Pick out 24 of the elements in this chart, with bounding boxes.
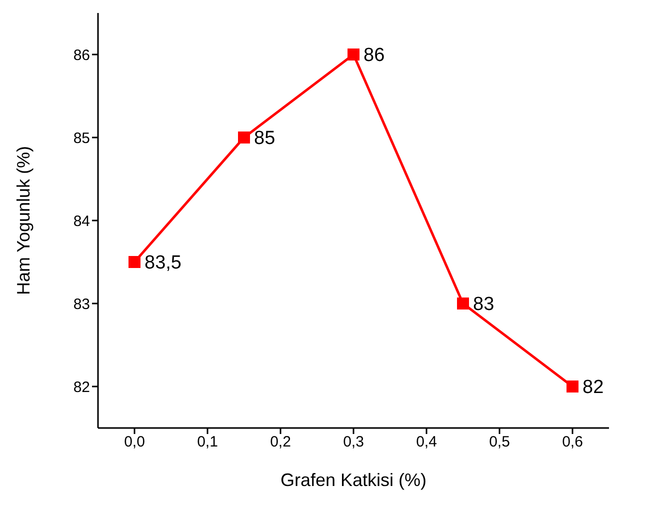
x-tick-label: 0,3 (343, 434, 364, 451)
point (128, 256, 140, 268)
y-tick-label: 82 (73, 378, 90, 396)
y-axis-title: Ham Yogunluk (%) (13, 146, 34, 296)
y-tick-label: 86 (73, 46, 90, 64)
data-label: 83 (473, 294, 494, 316)
data-label: 85 (254, 128, 276, 150)
data-label: 83,5 (144, 252, 182, 274)
y-tick-label: 83 (73, 296, 90, 313)
point (566, 380, 578, 392)
data-label: 82 (582, 377, 604, 398)
x-tick-label: 0,5 (489, 434, 510, 451)
data-label: 86 (364, 45, 385, 66)
point (348, 48, 360, 60)
point (238, 132, 250, 144)
y-tick-label: 84 (73, 212, 90, 230)
x-tick-label: 0,1 (197, 434, 218, 451)
x-axis-title: Grafen Katkisi (%) (280, 470, 427, 490)
point (457, 298, 469, 310)
y-tick-label: 85 (73, 130, 90, 147)
x-tick-label: 0,2 (270, 434, 291, 451)
x-tick-label: 0,0 (124, 434, 145, 451)
x-tick-label: 0,6 (562, 434, 583, 451)
x-tick-label: 0,4 (416, 434, 437, 451)
